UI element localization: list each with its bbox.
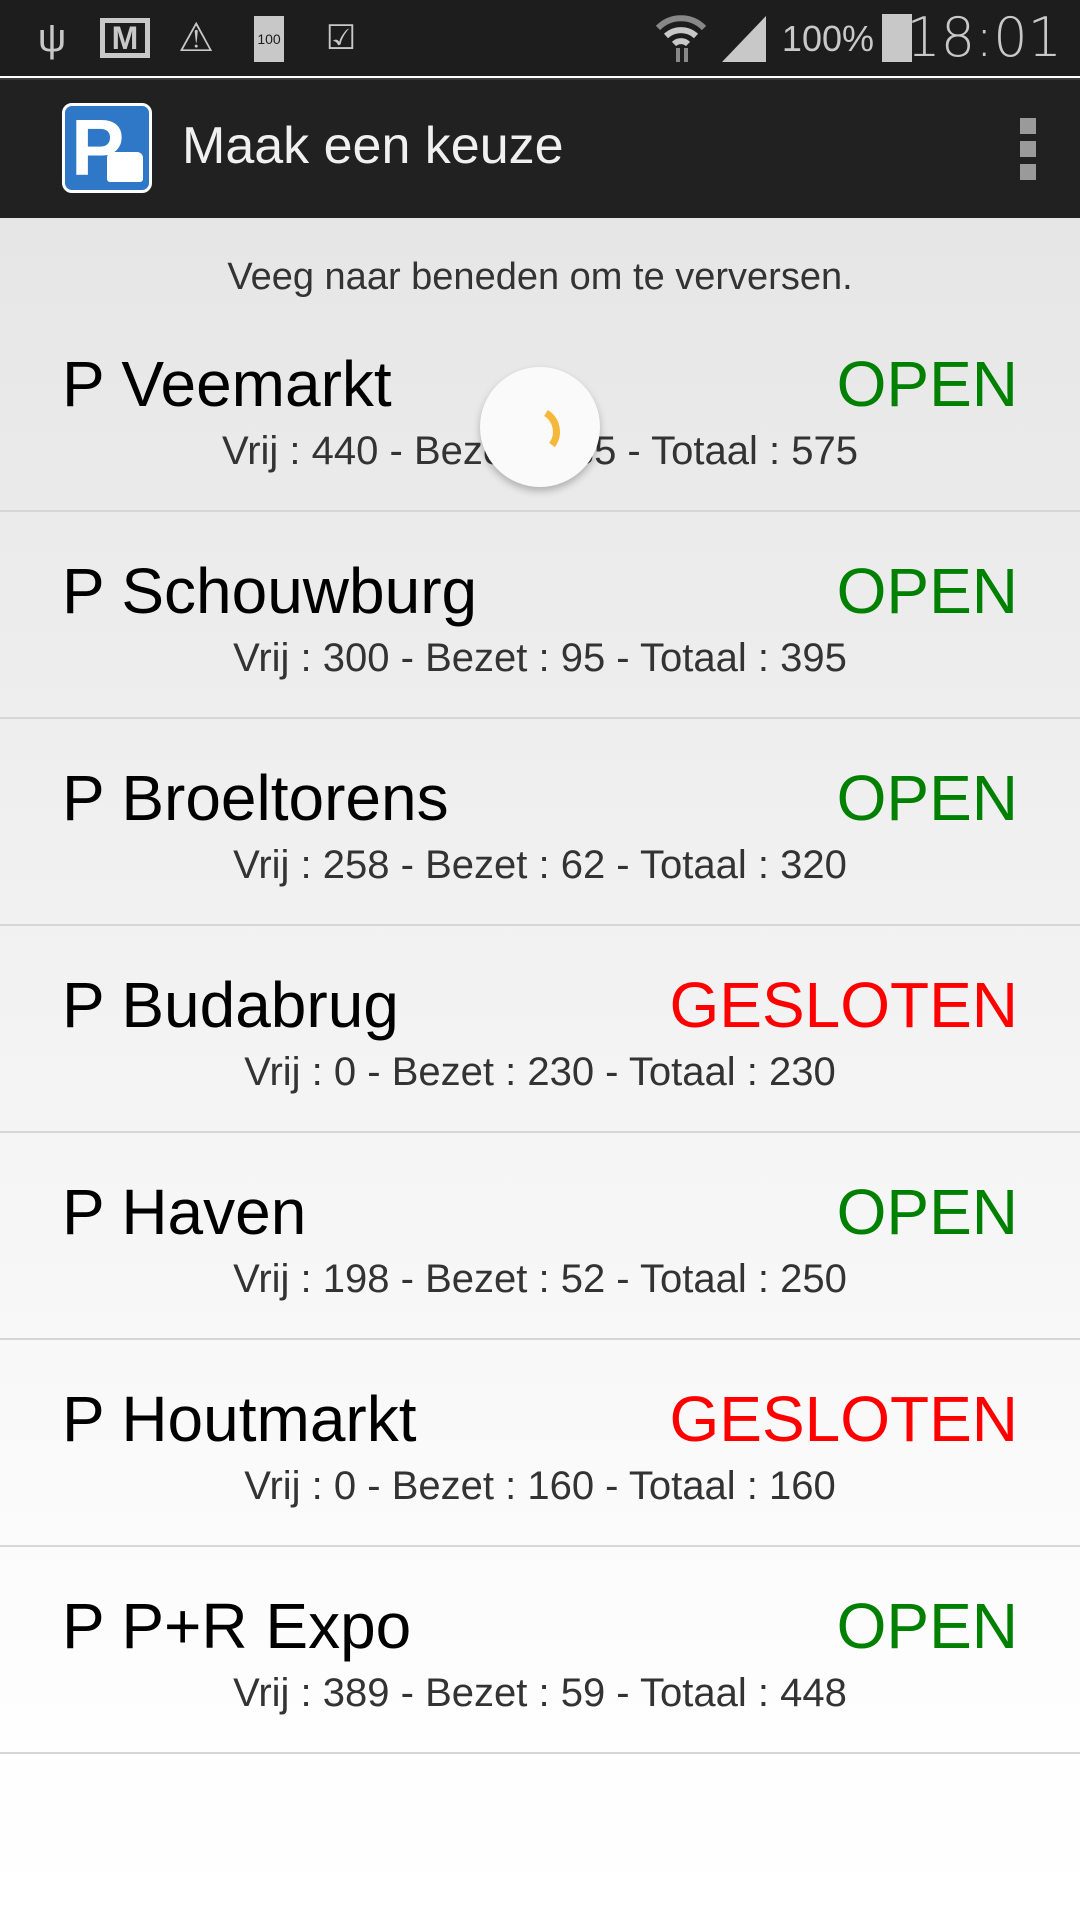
overflow-menu-icon[interactable] bbox=[1020, 118, 1036, 180]
clipboard-check-icon: ☑ bbox=[325, 19, 357, 57]
status-badge: OPEN bbox=[836, 1176, 1018, 1248]
page-title: Maak een keuze bbox=[182, 117, 564, 175]
spinner-arc-icon bbox=[543, 410, 560, 448]
status-badge: GESLOTEN bbox=[669, 1383, 1018, 1455]
pull-to-refresh-hint: Veeg naar beneden om te verversen. bbox=[227, 256, 853, 298]
parking-stats: Vrij : 300 - Bezet : 95 - Totaal : 395 bbox=[233, 636, 847, 680]
usb-icon: ψ bbox=[37, 15, 67, 60]
parking-stats: Vrij : 389 - Bezet : 59 - Totaal : 448 bbox=[233, 1671, 847, 1715]
parking-name: P Broeltorens bbox=[62, 762, 449, 834]
parking-name: P P+R Expo bbox=[62, 1590, 412, 1662]
battery-100-icon: 100 bbox=[254, 16, 284, 62]
action-bar: P Maak een keuze bbox=[0, 78, 1080, 218]
wifi-icon bbox=[655, 15, 707, 62]
parking-row[interactable]: P Haven OPEN Vrij : 198 - Bezet : 52 - T… bbox=[0, 1133, 1080, 1340]
clock: 18:01 bbox=[906, 6, 1062, 69]
gmail-icon: M bbox=[100, 18, 150, 58]
parking-stats: Vrij : 198 - Bezet : 52 - Totaal : 250 bbox=[233, 1257, 847, 1301]
status-badge: GESLOTEN bbox=[669, 969, 1018, 1041]
status-badge: OPEN bbox=[836, 1590, 1018, 1662]
parking-row[interactable]: P Schouwburg OPEN Vrij : 300 - Bezet : 9… bbox=[0, 512, 1080, 719]
refresh-spinner bbox=[480, 367, 600, 487]
status-bar: ψ M ⚠ 100 ☑ 100% 18:01 bbox=[0, 0, 1080, 76]
warning-icon: ⚠ bbox=[178, 16, 214, 60]
parking-stats: Vrij : 0 - Bezet : 160 - Totaal : 160 bbox=[244, 1464, 836, 1508]
parking-list[interactable]: Veeg naar beneden om te verversen. P Vee… bbox=[0, 218, 1080, 1920]
battery-icon bbox=[882, 14, 912, 62]
parking-name: P Haven bbox=[62, 1176, 307, 1248]
parking-stats: Vrij : 258 - Bezet : 62 - Totaal : 320 bbox=[233, 843, 847, 887]
parking-stats: Vrij : 0 - Bezet : 230 - Totaal : 230 bbox=[244, 1050, 836, 1094]
parking-row[interactable]: P Budabrug GESLOTEN Vrij : 0 - Bezet : 2… bbox=[0, 926, 1080, 1133]
status-badge: OPEN bbox=[836, 762, 1018, 834]
status-badge: OPEN bbox=[836, 348, 1018, 420]
status-badge: OPEN bbox=[836, 555, 1018, 627]
parking-row[interactable]: P Broeltorens OPEN Vrij : 258 - Bezet : … bbox=[0, 719, 1080, 926]
parking-row[interactable]: P Houtmarkt GESLOTEN Vrij : 0 - Bezet : … bbox=[0, 1340, 1080, 1547]
parking-name: P Schouwburg bbox=[62, 555, 478, 627]
parking-name: P Veemarkt bbox=[62, 348, 392, 420]
parking-name: P Budabrug bbox=[62, 969, 399, 1041]
battery-percent: 100% bbox=[781, 18, 874, 59]
signal-icon bbox=[722, 16, 766, 62]
parking-row[interactable]: P P+R Expo OPEN Vrij : 389 - Bezet : 59 … bbox=[0, 1547, 1080, 1754]
app-logo-parking-icon[interactable]: P bbox=[62, 103, 152, 193]
car-icon bbox=[107, 152, 143, 182]
parking-name: P Houtmarkt bbox=[62, 1383, 417, 1455]
